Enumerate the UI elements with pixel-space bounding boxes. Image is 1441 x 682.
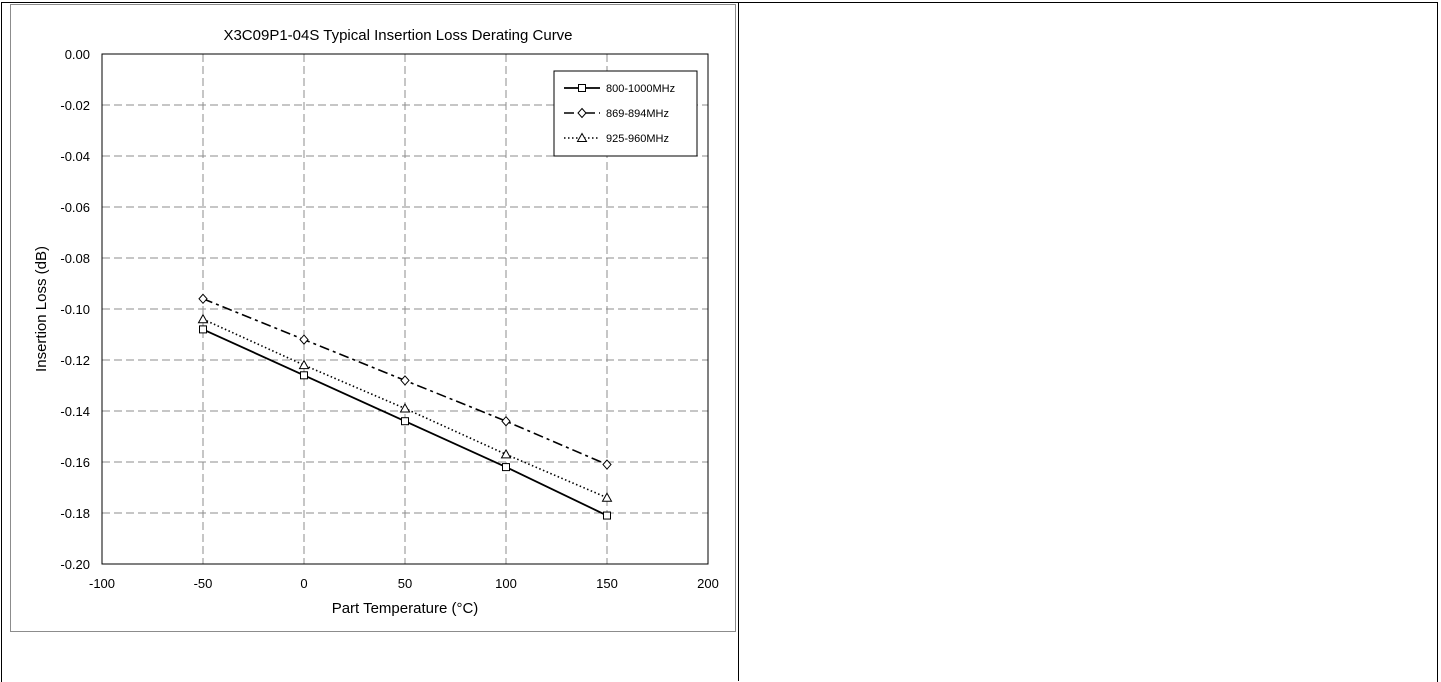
table-column-divider [738,2,739,681]
y-tick-label: -0.16 [60,455,90,470]
y-tick-label: -0.02 [60,98,90,113]
legend-label: 800-1000MHz [606,83,675,95]
data-point-diamond [577,107,587,119]
y-tick-label: -0.08 [60,251,90,266]
y-axis-label: Insertion Loss (dB) [33,246,50,372]
series-layer [197,293,613,520]
series-800-1000MHz [199,325,611,520]
y-tick-label: -0.12 [60,353,90,368]
y-tick-label: 0.00 [65,47,90,62]
data-point-diamond [501,415,511,427]
data-point-triangle [399,402,411,413]
legend: 800-1000MHz 869-894MHz 925-960MHz [553,70,698,157]
legend-label: 925-960MHz [606,133,669,145]
data-point-square [300,371,308,380]
x-tick-label: 100 [495,576,517,591]
data-point-triangle [576,132,588,142]
data-point-square [401,417,409,426]
x-tick-label: 200 [697,576,719,591]
x-tick-label: 0 [300,576,307,591]
chart-title: X3C09P1-04S Typical Insertion Loss Derat… [223,27,572,44]
data-point-triangle [298,359,310,370]
data-point-triangle [500,448,512,459]
x-axis-label: Part Temperature (°C) [332,600,479,617]
y-tick-label: -0.18 [60,506,90,521]
data-point-triangle [601,492,613,502]
y-tick-label: -0.14 [60,404,90,419]
data-point-triangle [197,313,209,324]
data-point-square [502,463,510,472]
data-point-diamond [299,334,309,345]
data-point-diamond [602,459,612,470]
y-tick-labels: 0.00 -0.02 -0.04 -0.06 -0.08 -0.10 -0.12 -0.14 -… [60,47,90,572]
x-tick-label: -100 [89,576,115,591]
x-tick-label: 50 [398,576,412,591]
y-tick-label: -0.10 [60,302,90,317]
data-point-diamond [400,375,410,386]
y-tick-label: -0.20 [60,557,90,572]
x-tick-label: -50 [194,576,213,591]
data-point-square [199,325,207,334]
series-869-894MHz [198,293,612,470]
y-tick-label: -0.06 [60,200,90,215]
series-925-960MHz [197,313,613,502]
legend-label: 869-894MHz [606,108,669,120]
x-tick-label: 150 [596,576,618,591]
data-point-diamond [198,293,208,305]
data-point-square [603,511,611,520]
data-point-square [578,84,586,92]
y-tick-label: -0.04 [60,149,90,164]
x-tick-labels: -100 -50 0 50 100 150 200 [89,576,719,591]
plot-area [101,53,709,565]
